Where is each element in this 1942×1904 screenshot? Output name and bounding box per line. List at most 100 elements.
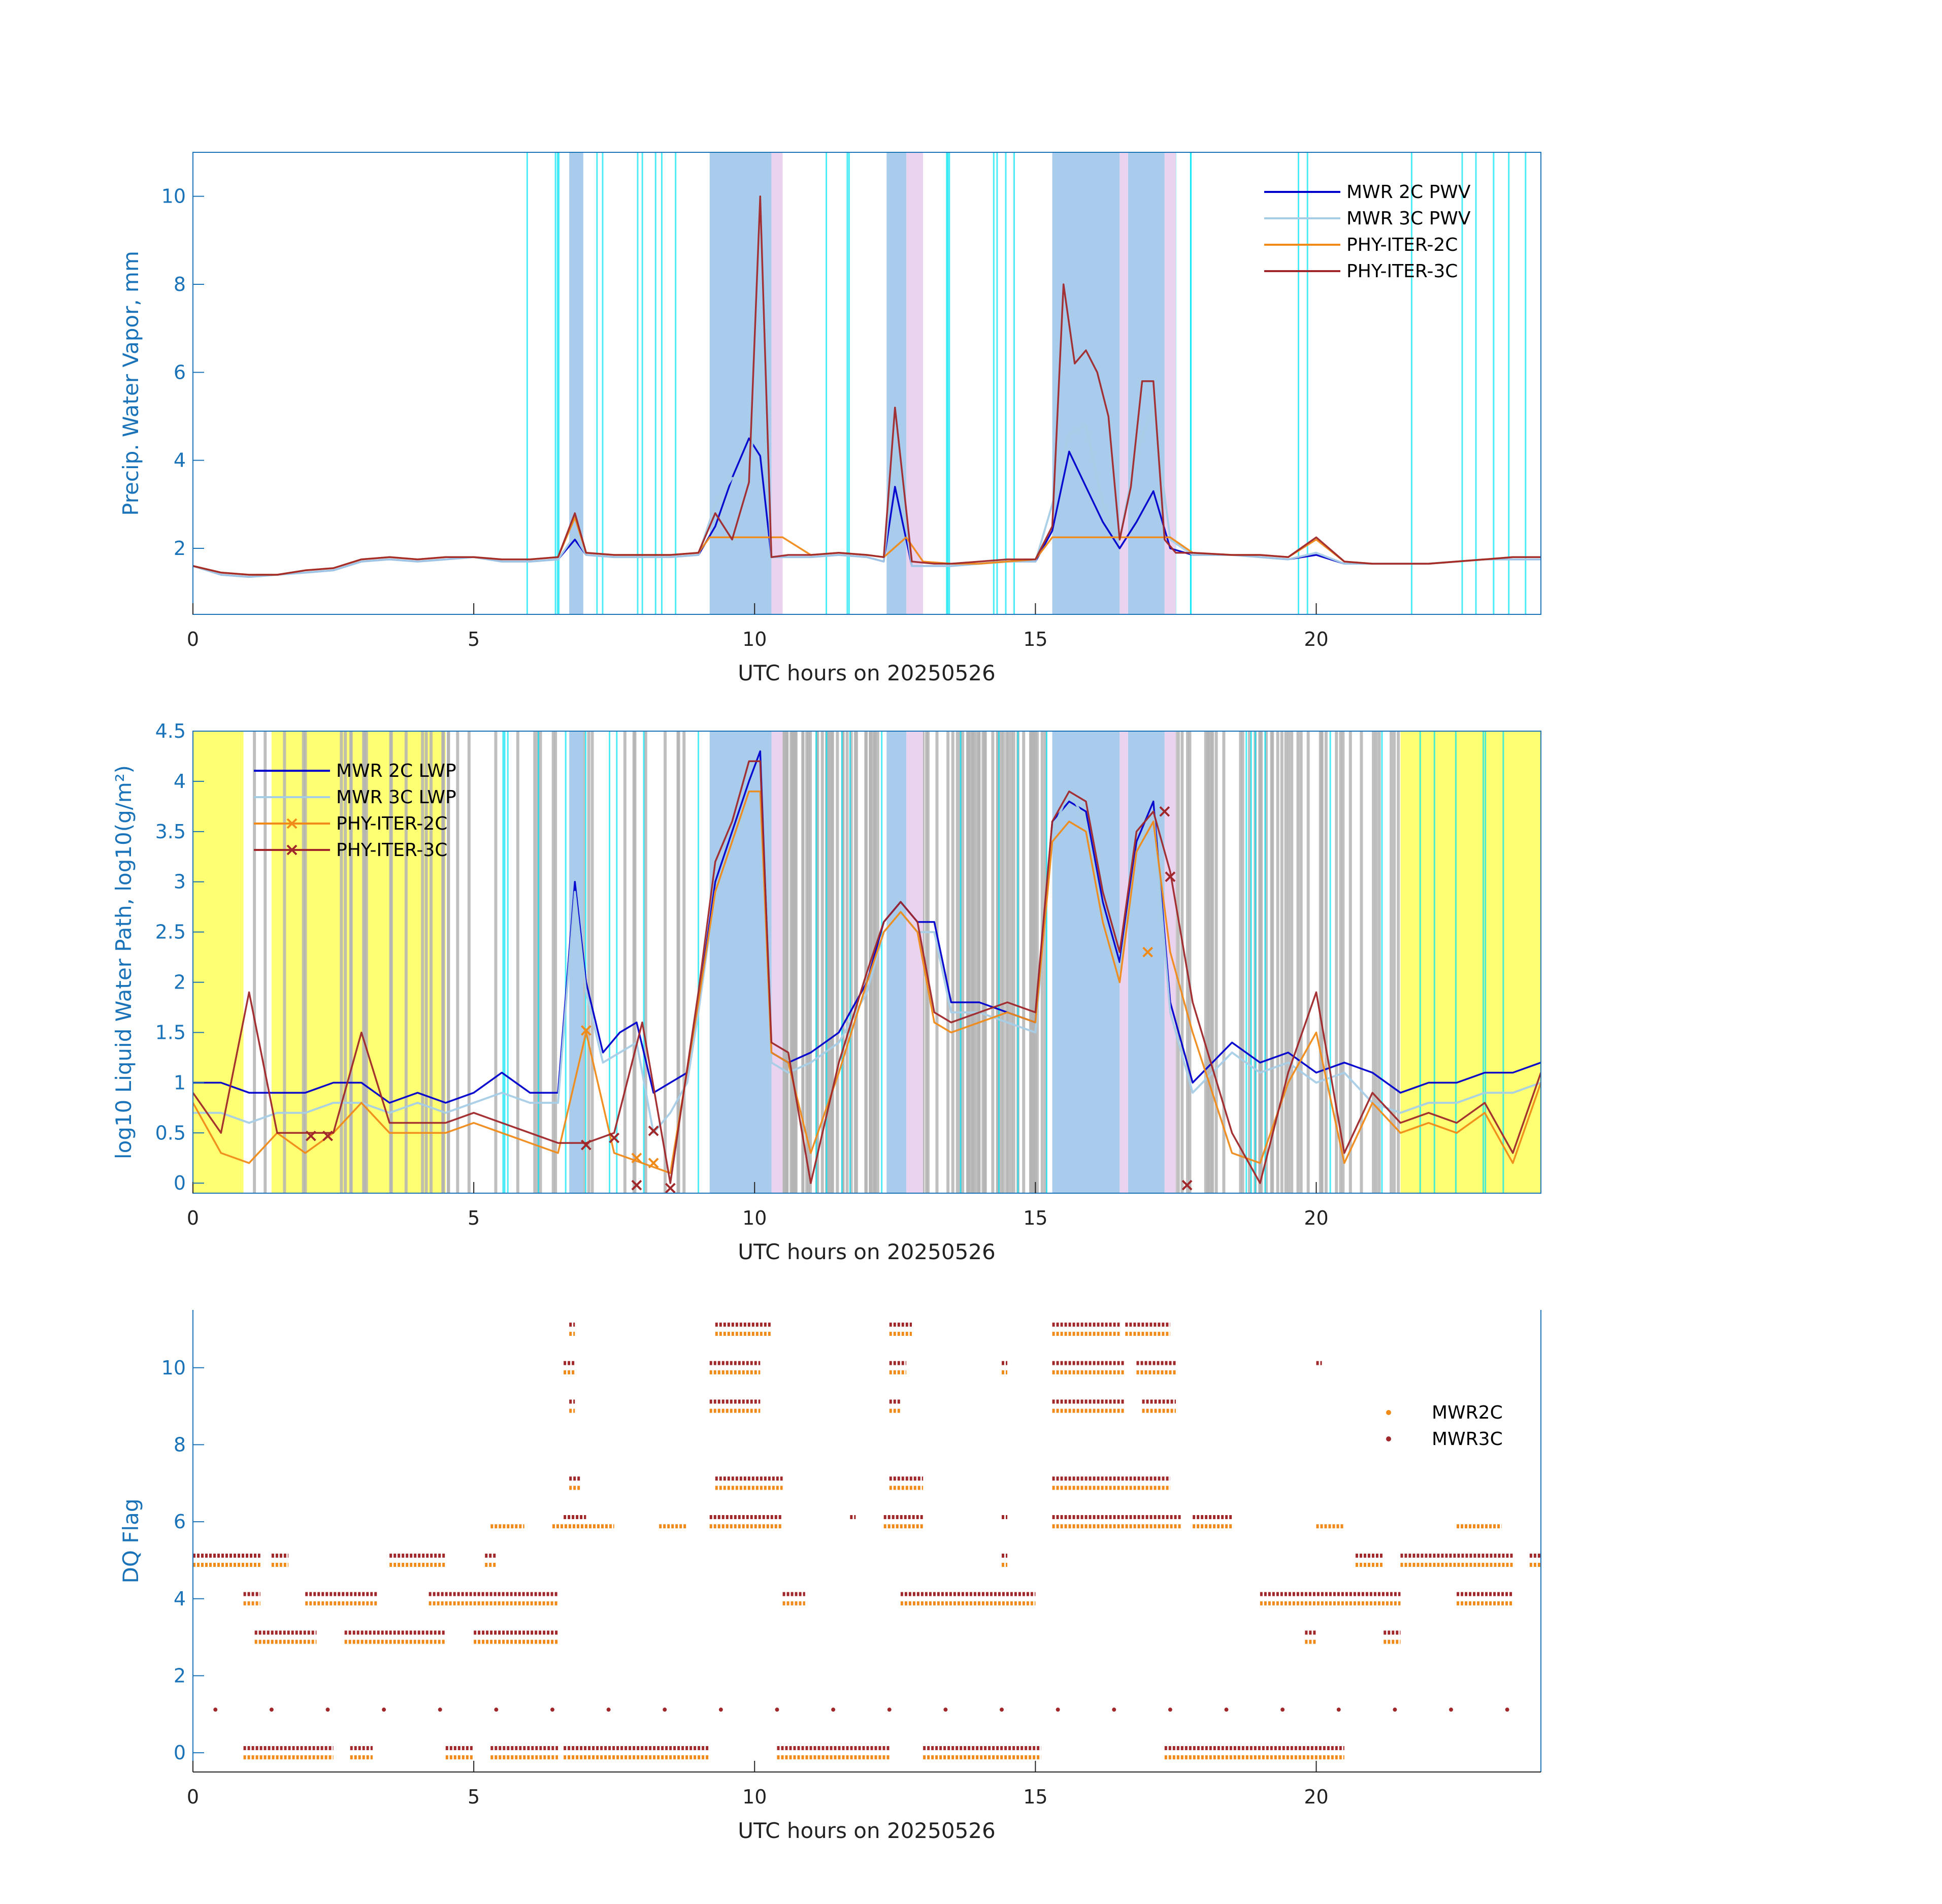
dq-point-mwr3c xyxy=(1336,1708,1341,1712)
dq-y-axis-label: DQ Flag xyxy=(118,1499,143,1584)
y-tick-label: 2 xyxy=(174,971,186,994)
x-tick-label: 0 xyxy=(187,1786,199,1808)
legend-label-phy2c: PHY-ITER-2C xyxy=(1346,235,1458,255)
series-mwr3c-line xyxy=(193,790,1541,1134)
dq-point-mwr3c xyxy=(382,1708,386,1712)
lwp-y-axis-label: log10 Liquid Water Path, log10(g/m²) xyxy=(111,765,136,1159)
pwv-y-ticks: 2 4 6 8 10 xyxy=(161,185,204,560)
rain-flag-band xyxy=(886,731,906,1193)
y-tick-label: 4 xyxy=(174,1588,186,1610)
dq-point-mwr3c xyxy=(494,1708,499,1712)
dq-point-mwr3c xyxy=(269,1708,274,1712)
dq-point-mwr3c xyxy=(663,1708,667,1712)
legend-label-phy2c: PHY-ITER-2C xyxy=(336,813,447,834)
lwp-shading xyxy=(193,731,1541,1193)
transition-flag-band xyxy=(1120,152,1128,614)
y-tick-label: 4.5 xyxy=(155,720,186,742)
series-phy3c-line xyxy=(193,760,1541,1184)
x-tick-label: 5 xyxy=(468,628,480,650)
clear-sky-band xyxy=(271,731,446,1193)
lwp-y-ticks: 0 0.5 1 1.5 2 2.5 3 3.5 4 4.5 xyxy=(155,720,204,1194)
series-phy3c-marker xyxy=(609,1132,620,1143)
transition-flag-band xyxy=(906,731,924,1193)
legend-label-mwr3c: MWR3C xyxy=(1432,1429,1503,1450)
dq-legend: MWR2C MWR3C xyxy=(1386,1402,1503,1450)
dq-point-mwr3c xyxy=(831,1708,836,1712)
pwv-series xyxy=(193,195,1541,578)
y-tick-label: 3.5 xyxy=(155,820,186,843)
dq-point-mwr3c xyxy=(1112,1708,1116,1712)
series-mwr3c-line xyxy=(193,349,1541,578)
series-phy2c-marker xyxy=(580,1025,591,1036)
series-phy2c-marker xyxy=(631,1153,642,1164)
y-tick-label: 1 xyxy=(174,1071,186,1094)
series-phy3c-line xyxy=(193,195,1541,576)
legend-marker-phy3c xyxy=(286,844,298,856)
y-tick-label: 0.5 xyxy=(155,1122,186,1144)
legend-label-phy3c: PHY-ITER-3C xyxy=(336,840,447,861)
x-tick-label: 5 xyxy=(468,1207,480,1229)
y-tick-label: 0 xyxy=(174,1742,186,1764)
dq-point-mwr3c xyxy=(213,1708,218,1712)
series-phy3c-marker xyxy=(648,1125,659,1136)
dq-point-mwr3c xyxy=(1280,1708,1285,1712)
pwv-x-ticks: 0 5 10 15 20 xyxy=(187,603,1329,650)
rain-flag-band xyxy=(1052,152,1120,614)
y-tick-label: 10 xyxy=(161,185,186,208)
dq-point-mwr3c xyxy=(1449,1708,1453,1712)
x-tick-label: 0 xyxy=(187,1207,199,1229)
dq-series xyxy=(193,1322,1541,1760)
dq-point-mwr3c xyxy=(1505,1708,1509,1712)
series-phy3c-marker xyxy=(631,1179,642,1191)
legend-label-mwr2c: MWR 2C PWV xyxy=(1346,182,1471,203)
clear-sky-band xyxy=(1400,731,1541,1193)
dq-point-mwr3c xyxy=(775,1708,779,1712)
legend-label-mwr3c: MWR 3C PWV xyxy=(1346,208,1471,229)
y-tick-label: 3 xyxy=(174,871,186,893)
series-phy3c-marker xyxy=(1159,806,1170,817)
transition-flag-band xyxy=(1120,731,1128,1193)
lwp-panel: 0 5 10 15 20 0 0.5 1 1.5 2 2.5 3 3.5 4 4.5 UTC hours … xyxy=(111,720,1541,1264)
pwv-y-axis-label: Precip. Water Vapor, mm xyxy=(118,251,143,516)
legend-label-phy3c: PHY-ITER-3C xyxy=(1346,261,1458,282)
y-tick-label: 2 xyxy=(174,537,186,560)
dq-x-axis-label: UTC hours on 20250526 xyxy=(738,1818,996,1843)
y-tick-label: 2 xyxy=(174,1664,186,1687)
x-tick-label: 10 xyxy=(742,1207,767,1229)
x-tick-label: 5 xyxy=(468,1786,480,1808)
dq-point-mwr3c xyxy=(438,1708,442,1712)
y-tick-label: 6 xyxy=(174,1511,186,1533)
series-phy3c-marker xyxy=(1165,871,1176,882)
y-tick-label: 8 xyxy=(174,273,186,296)
y-tick-label: 10 xyxy=(161,1357,186,1379)
dq-point-mwr3c xyxy=(943,1708,948,1712)
series-phy3c-marker xyxy=(580,1139,591,1151)
y-tick-label: 6 xyxy=(174,361,186,383)
dq-point-mwr3c xyxy=(325,1708,330,1712)
lwp-plot-frame xyxy=(192,731,1541,1194)
transition-flag-band xyxy=(771,152,783,614)
x-tick-label: 20 xyxy=(1304,1786,1328,1808)
x-tick-label: 15 xyxy=(1023,628,1047,650)
y-tick-label: 1.5 xyxy=(155,1021,186,1043)
dq-point-mwr3c xyxy=(550,1708,554,1712)
legend-label-mwr2c: MWR2C xyxy=(1432,1402,1503,1423)
dq-point-mwr3c xyxy=(887,1708,892,1712)
lwp-legend: MWR 2C LWP MWR 3C LWP PHY-ITER-2C PHY-ITER-… xyxy=(254,761,456,861)
x-tick-label: 10 xyxy=(742,628,767,650)
legend-swatch-mwr3c xyxy=(1386,1436,1391,1441)
rain-flag-band xyxy=(886,152,906,614)
y-tick-label: 8 xyxy=(174,1433,186,1456)
y-tick-label: 4 xyxy=(174,449,186,472)
legend-swatch-mwr2c xyxy=(1386,1410,1391,1415)
lwp-x-axis-label: UTC hours on 20250526 xyxy=(738,1239,996,1264)
transition-flag-band xyxy=(1164,731,1176,1193)
x-tick-label: 15 xyxy=(1023,1207,1047,1229)
rain-flag-band xyxy=(1128,731,1165,1193)
y-tick-label: 0 xyxy=(174,1172,186,1194)
pwv-x-axis-label: UTC hours on 20250526 xyxy=(738,661,996,685)
series-phy2c-marker xyxy=(648,1158,659,1169)
transition-flag-band xyxy=(1164,152,1176,614)
legend-label-mwr3c: MWR 3C LWP xyxy=(336,787,456,808)
